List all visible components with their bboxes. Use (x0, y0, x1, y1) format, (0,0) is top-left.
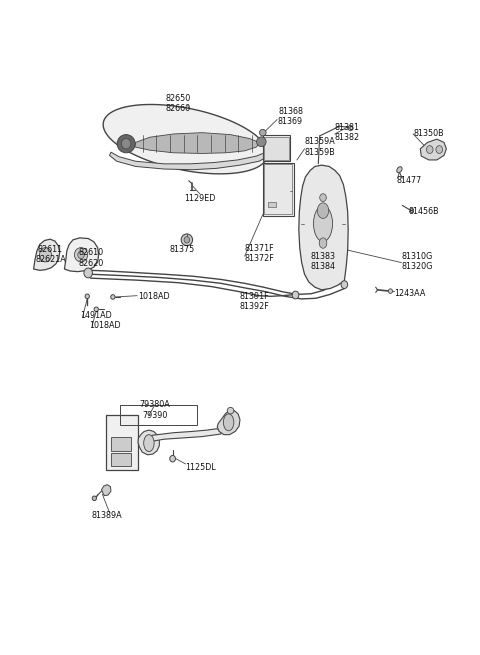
Ellipse shape (85, 294, 89, 299)
Ellipse shape (121, 138, 131, 149)
Polygon shape (149, 429, 221, 442)
Text: 81391F
81392F: 81391F 81392F (240, 292, 269, 311)
Text: 79380A
79390: 79380A 79390 (139, 400, 170, 420)
Polygon shape (135, 133, 259, 153)
Ellipse shape (170, 455, 176, 462)
Bar (106, 415, 138, 470)
Ellipse shape (319, 238, 327, 248)
Text: 81310G
81320G: 81310G 81320G (401, 252, 432, 271)
Bar (111, 437, 131, 451)
Ellipse shape (92, 496, 96, 500)
Ellipse shape (117, 135, 135, 153)
Polygon shape (420, 139, 446, 160)
Ellipse shape (341, 281, 348, 289)
Text: 81350B: 81350B (413, 130, 444, 138)
Text: 1018AD: 1018AD (90, 321, 121, 330)
Ellipse shape (84, 268, 93, 278)
Text: 81383
81384: 81383 81384 (310, 252, 335, 271)
Bar (264, 136, 289, 160)
Text: 1243AA: 1243AA (394, 289, 426, 297)
Bar (120, 405, 197, 425)
Polygon shape (101, 485, 111, 496)
Text: 1491AD: 1491AD (80, 311, 112, 320)
Text: 81381
81382: 81381 81382 (335, 123, 360, 142)
Ellipse shape (74, 248, 88, 262)
Bar (263, 162, 294, 215)
Ellipse shape (397, 167, 402, 173)
Ellipse shape (317, 203, 329, 218)
Ellipse shape (313, 206, 333, 242)
Polygon shape (34, 239, 60, 271)
Ellipse shape (260, 130, 266, 136)
Ellipse shape (111, 295, 115, 299)
Ellipse shape (181, 234, 192, 246)
Text: 82610
82620: 82610 82620 (79, 248, 104, 268)
Bar (268, 202, 276, 208)
Ellipse shape (292, 291, 299, 299)
Bar (111, 453, 131, 466)
Ellipse shape (320, 194, 326, 202)
Polygon shape (109, 152, 266, 170)
Bar (264, 164, 292, 214)
Ellipse shape (436, 145, 443, 153)
Ellipse shape (348, 126, 353, 131)
Bar (263, 136, 290, 161)
Ellipse shape (410, 209, 414, 213)
Polygon shape (64, 238, 98, 272)
Text: 81389A: 81389A (92, 512, 122, 520)
Ellipse shape (144, 435, 154, 451)
Ellipse shape (184, 236, 190, 243)
Text: 81375: 81375 (169, 245, 195, 254)
Text: 82611
82621A: 82611 82621A (35, 245, 66, 265)
Text: 1129ED: 1129ED (184, 194, 216, 203)
Ellipse shape (227, 407, 234, 414)
Polygon shape (103, 105, 268, 174)
Text: 81456B: 81456B (408, 208, 439, 216)
Polygon shape (138, 430, 159, 455)
Polygon shape (217, 411, 240, 435)
Text: 81359A
81359B: 81359A 81359B (304, 138, 335, 157)
Polygon shape (299, 165, 348, 290)
Text: 81477: 81477 (396, 176, 422, 185)
Ellipse shape (257, 137, 266, 147)
Text: 81368
81369: 81368 81369 (278, 107, 303, 126)
Ellipse shape (426, 145, 433, 153)
Ellipse shape (223, 414, 234, 431)
Ellipse shape (39, 248, 51, 262)
Ellipse shape (94, 307, 98, 312)
Text: 1125DL: 1125DL (185, 462, 216, 472)
Text: 82650
82660: 82650 82660 (166, 94, 191, 113)
Text: 1018AD: 1018AD (138, 293, 169, 301)
Ellipse shape (388, 289, 393, 293)
Text: 81371F
81372F: 81371F 81372F (245, 244, 275, 263)
Ellipse shape (78, 251, 84, 259)
